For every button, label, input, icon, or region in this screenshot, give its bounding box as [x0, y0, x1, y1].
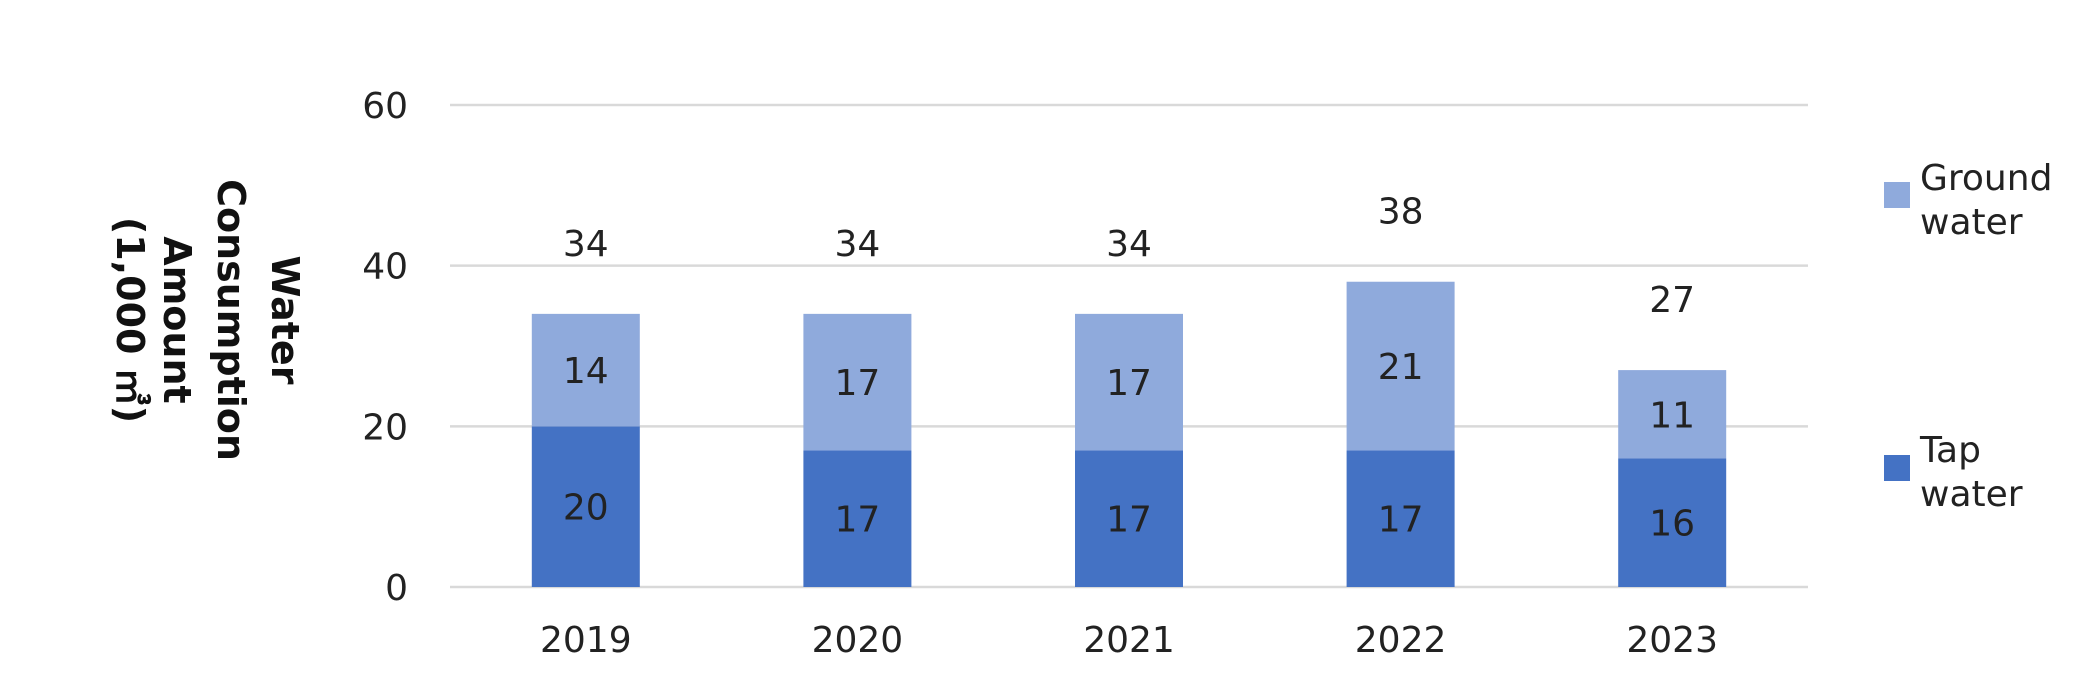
legend-swatch: [1884, 182, 1910, 208]
data-label: 11: [1649, 395, 1695, 436]
total-label: 34: [563, 224, 609, 265]
legend-label: Ground: [1920, 158, 2052, 199]
bar-tap-water-2019: [531, 426, 640, 587]
x-tick-label: 2021: [1083, 620, 1175, 661]
legend-label: Tap: [1919, 430, 1981, 471]
data-label: 17: [1106, 500, 1152, 541]
data-label: 14: [563, 351, 609, 392]
x-axis-ticks: 2019 2020 2021 2022 2023: [540, 620, 1718, 661]
bar-tap-water-2020: [803, 450, 912, 587]
bar-ground-water-2020: [803, 313, 912, 451]
bar-tap-water-2021: [1075, 450, 1183, 587]
data-label: 17: [1378, 500, 1424, 541]
y-axis-label-line: Water: [263, 256, 307, 385]
data-label: 21: [1378, 347, 1424, 388]
x-tick-label: 2019: [540, 620, 632, 661]
bar-ground-water-2023: [1618, 370, 1727, 459]
legend-label: water: [1920, 474, 2023, 515]
data-label: 17: [1106, 363, 1152, 404]
bar-ground-water-2019: [531, 313, 640, 427]
bar-tap-water-2023: [1618, 458, 1727, 587]
y-tick-label: 20: [362, 407, 408, 448]
bars: 20 14 34 17 17 34 17 17 34 17 21 38 16 11 27: [531, 192, 1727, 587]
x-tick-label: 2023: [1626, 620, 1718, 661]
total-label: 34: [834, 224, 880, 265]
y-axis-label-line: (1,000 ㎥): [108, 217, 152, 423]
total-label: 27: [1649, 280, 1695, 321]
y-axis-label-line: Consumption: [209, 179, 253, 461]
bar-tap-water-2022: [1346, 450, 1455, 587]
total-label: 38: [1378, 192, 1424, 233]
legend-swatch: [1884, 455, 1910, 481]
y-tick-label: 60: [362, 86, 408, 127]
data-label: 16: [1649, 504, 1695, 545]
bar-ground-water-2021: [1075, 313, 1183, 451]
y-axis-ticks: 0 20 40 60: [362, 86, 408, 609]
x-tick-label: 2020: [812, 620, 904, 661]
total-label: 34: [1106, 224, 1152, 265]
y-tick-label: 0: [385, 568, 408, 609]
legend-label: water: [1920, 202, 2023, 243]
data-label: 17: [834, 363, 880, 404]
data-label: 17: [834, 500, 880, 541]
bar-ground-water-2022: [1346, 281, 1455, 451]
x-tick-label: 2022: [1355, 620, 1447, 661]
data-label: 20: [563, 488, 609, 529]
y-tick-label: 40: [362, 247, 408, 288]
y-axis-label-line: Amount: [155, 236, 199, 403]
